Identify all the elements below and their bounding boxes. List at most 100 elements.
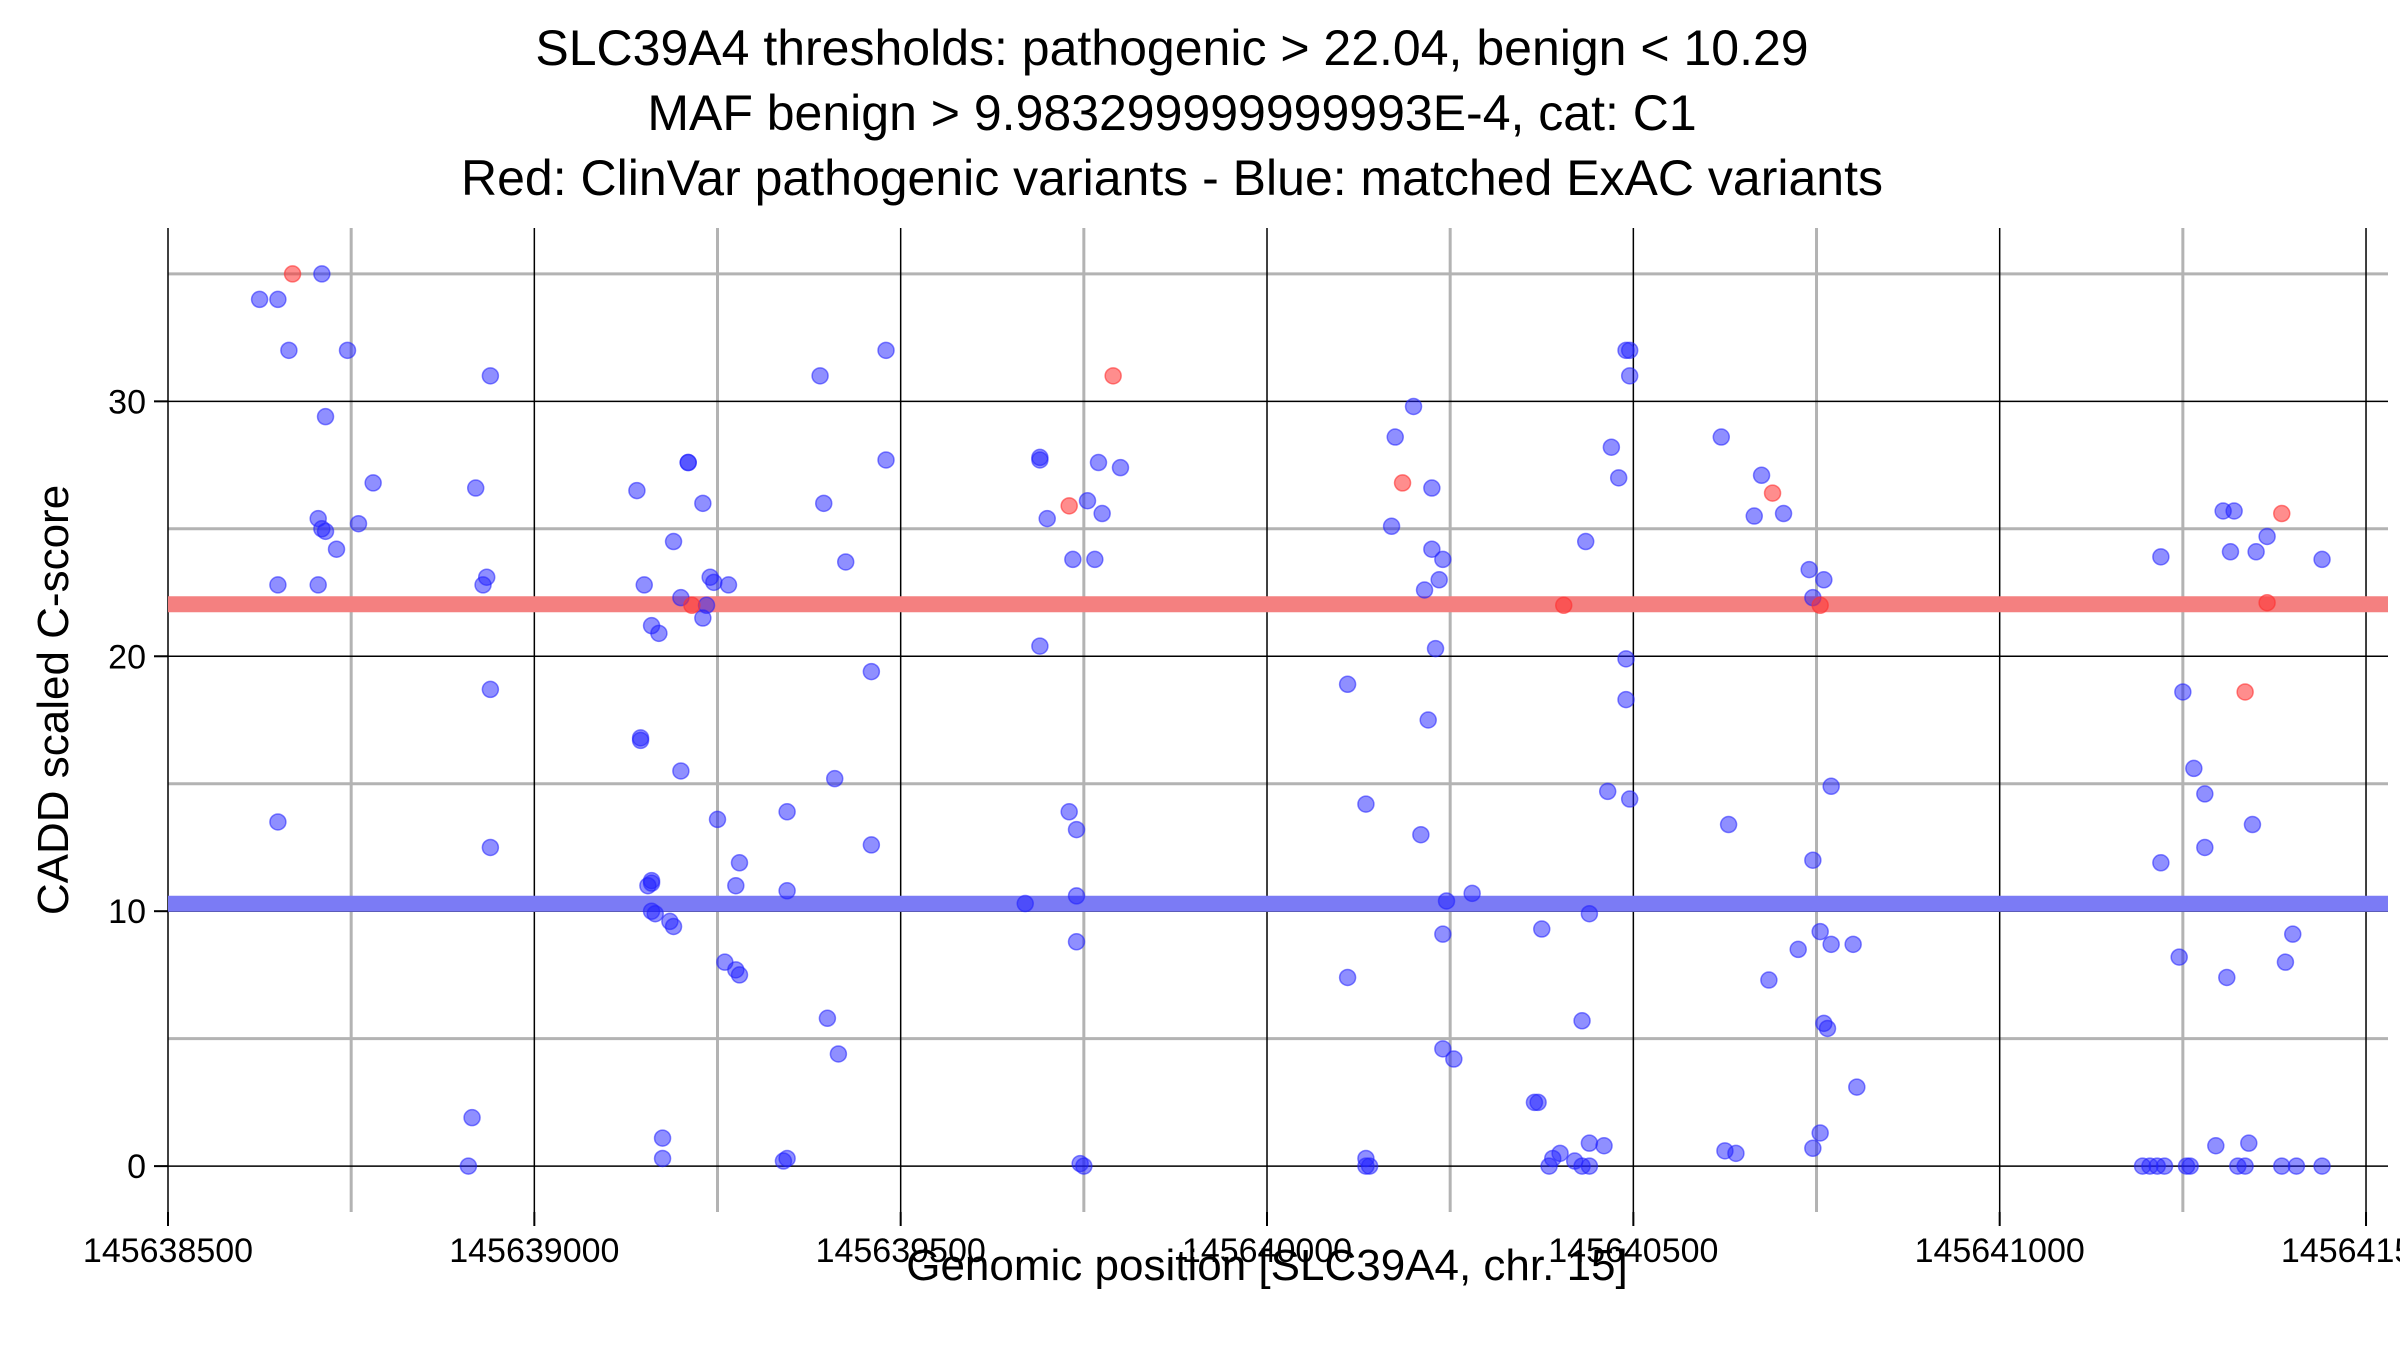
benign-variant-point: [1067, 933, 1086, 951]
benign-variant-point: [1609, 469, 1628, 487]
benign-variant-point: [1804, 851, 1822, 869]
benign-variant-point: [2276, 953, 2295, 971]
benign-variant-point: [1719, 815, 1738, 834]
benign-variant-point: [672, 762, 690, 780]
benign-variant-point: [1016, 894, 1034, 913]
x-tick-label: 145638500: [83, 1232, 253, 1270]
benign-variant-point: [1844, 935, 1862, 954]
benign-variant-point: [2313, 1157, 2331, 1175]
benign-variant-point: [1089, 453, 1108, 472]
benign-variant-point: [1620, 341, 1639, 360]
benign-variant-point: [1745, 507, 1763, 525]
chart-title-line-2: MAF benign > 9.983299999999993E-4, cat: …: [647, 85, 1696, 141]
benign-variant-point: [653, 1129, 672, 1147]
benign-variant-point: [459, 1157, 478, 1175]
benign-variant-point: [1573, 1012, 1591, 1030]
benign-variant-point: [2152, 548, 2170, 566]
benign-variant-point: [316, 522, 335, 541]
benign-variant-point: [1415, 581, 1434, 599]
benign-variant-point: [1811, 1124, 1829, 1142]
plot-area: [167, 228, 2388, 1212]
benign-variant-point: [2196, 785, 2214, 803]
benign-variant-point: [481, 838, 500, 857]
benign-variant-point: [2221, 543, 2240, 561]
benign-variant-point: [1529, 1093, 1547, 1112]
benign-variant-point: [836, 553, 855, 571]
benign-variant-point: [2152, 854, 2170, 872]
benign-variant-point: [1620, 367, 1639, 385]
benign-variant-point: [730, 966, 749, 984]
benign-variant-point: [2258, 527, 2276, 546]
benign-variant-point: [1067, 887, 1086, 905]
benign-variant-point: [825, 769, 844, 788]
benign-variant-point: [877, 341, 895, 360]
benign-variant-point: [2185, 759, 2203, 778]
benign-variant-point: [639, 876, 657, 895]
benign-variant-point: [1423, 540, 1441, 558]
benign-variant-point: [1804, 1139, 1822, 1158]
benign-variant-point: [1437, 892, 1456, 910]
benign-variant-point: [727, 876, 745, 895]
benign-variant-point: [1822, 777, 1840, 796]
pathogenic-points: [283, 265, 2291, 701]
benign-variant-point: [1357, 795, 1375, 813]
y-tick-label: 20: [108, 638, 146, 676]
pathogenic-variant-point: [1763, 484, 1782, 502]
pathogenic-variant-point: [1104, 367, 1122, 385]
benign-variant-point: [2236, 1157, 2254, 1175]
benign-variant-point: [2287, 1157, 2306, 1175]
y-tick-label: 30: [108, 383, 146, 421]
benign-variant-point: [481, 680, 500, 699]
benign-variant-point: [1357, 1157, 1375, 1175]
benign-variant-point: [705, 573, 723, 592]
benign-variant-point: [1818, 1019, 1837, 1038]
benign-variant-point: [650, 624, 668, 643]
benign-variant-point: [1617, 650, 1635, 668]
benign-variant-point: [2207, 1136, 2225, 1155]
benign-variant-point: [1760, 971, 1778, 989]
x-axis: 145638500 145639000 145639500 145640000 1456…: [83, 1212, 2400, 1270]
benign-variant-point: [2247, 543, 2265, 561]
benign-variant-point: [730, 854, 749, 872]
benign-variant-point: [2181, 1157, 2199, 1175]
benign-variant-point: [1338, 675, 1357, 694]
benign-variant-point: [1800, 560, 1818, 579]
benign-variant-point: [1111, 458, 1130, 477]
benign-variant-point: [778, 803, 796, 821]
benign-variant-point: [877, 451, 895, 469]
benign-variant-point: [862, 836, 881, 854]
benign-variant-point: [811, 367, 829, 385]
benign-variant-point: [1727, 1144, 1745, 1163]
pathogenic-variant-point: [1554, 596, 1573, 615]
benign-variant-point: [1617, 690, 1635, 709]
benign-variant-point: [1789, 940, 1807, 959]
benign-variant-point: [1533, 920, 1551, 938]
benign-variant-point: [2170, 948, 2188, 966]
benign-variant-point: [1434, 550, 1452, 569]
benign-variant-point: [628, 481, 646, 500]
benign-variant-point: [1580, 1134, 1599, 1152]
benign-variant-point: [635, 576, 653, 594]
benign-variant-point: [1412, 825, 1430, 844]
minor-grid: [168, 228, 2388, 1212]
benign-variant-point: [466, 479, 485, 497]
benign-variant-point: [2273, 1157, 2291, 1175]
benign-variant-point: [327, 540, 346, 558]
chart-title-line-1: SLC39A4 thresholds: pathogenic > 22.04, …: [535, 20, 1808, 76]
benign-variant-point: [697, 596, 716, 615]
benign-variant-point: [1815, 571, 1833, 589]
benign-variant-point: [1426, 639, 1445, 658]
benign-points: [250, 265, 2331, 1175]
benign-variant-point: [309, 576, 327, 594]
benign-variant-point: [694, 494, 712, 513]
benign-variant-point: [1093, 504, 1111, 523]
x-tick-label: 145640000: [1182, 1232, 1352, 1270]
benign-variant-point: [338, 341, 357, 360]
benign-variant-point: [829, 1045, 848, 1063]
benign-variant-point: [1423, 479, 1441, 497]
pathogenic-variant-point: [2236, 683, 2254, 701]
benign-variant-point: [1463, 884, 1481, 903]
benign-variant-point: [708, 810, 727, 829]
benign-variant-point: [1712, 428, 1731, 446]
benign-variant-point: [1580, 1157, 1599, 1175]
